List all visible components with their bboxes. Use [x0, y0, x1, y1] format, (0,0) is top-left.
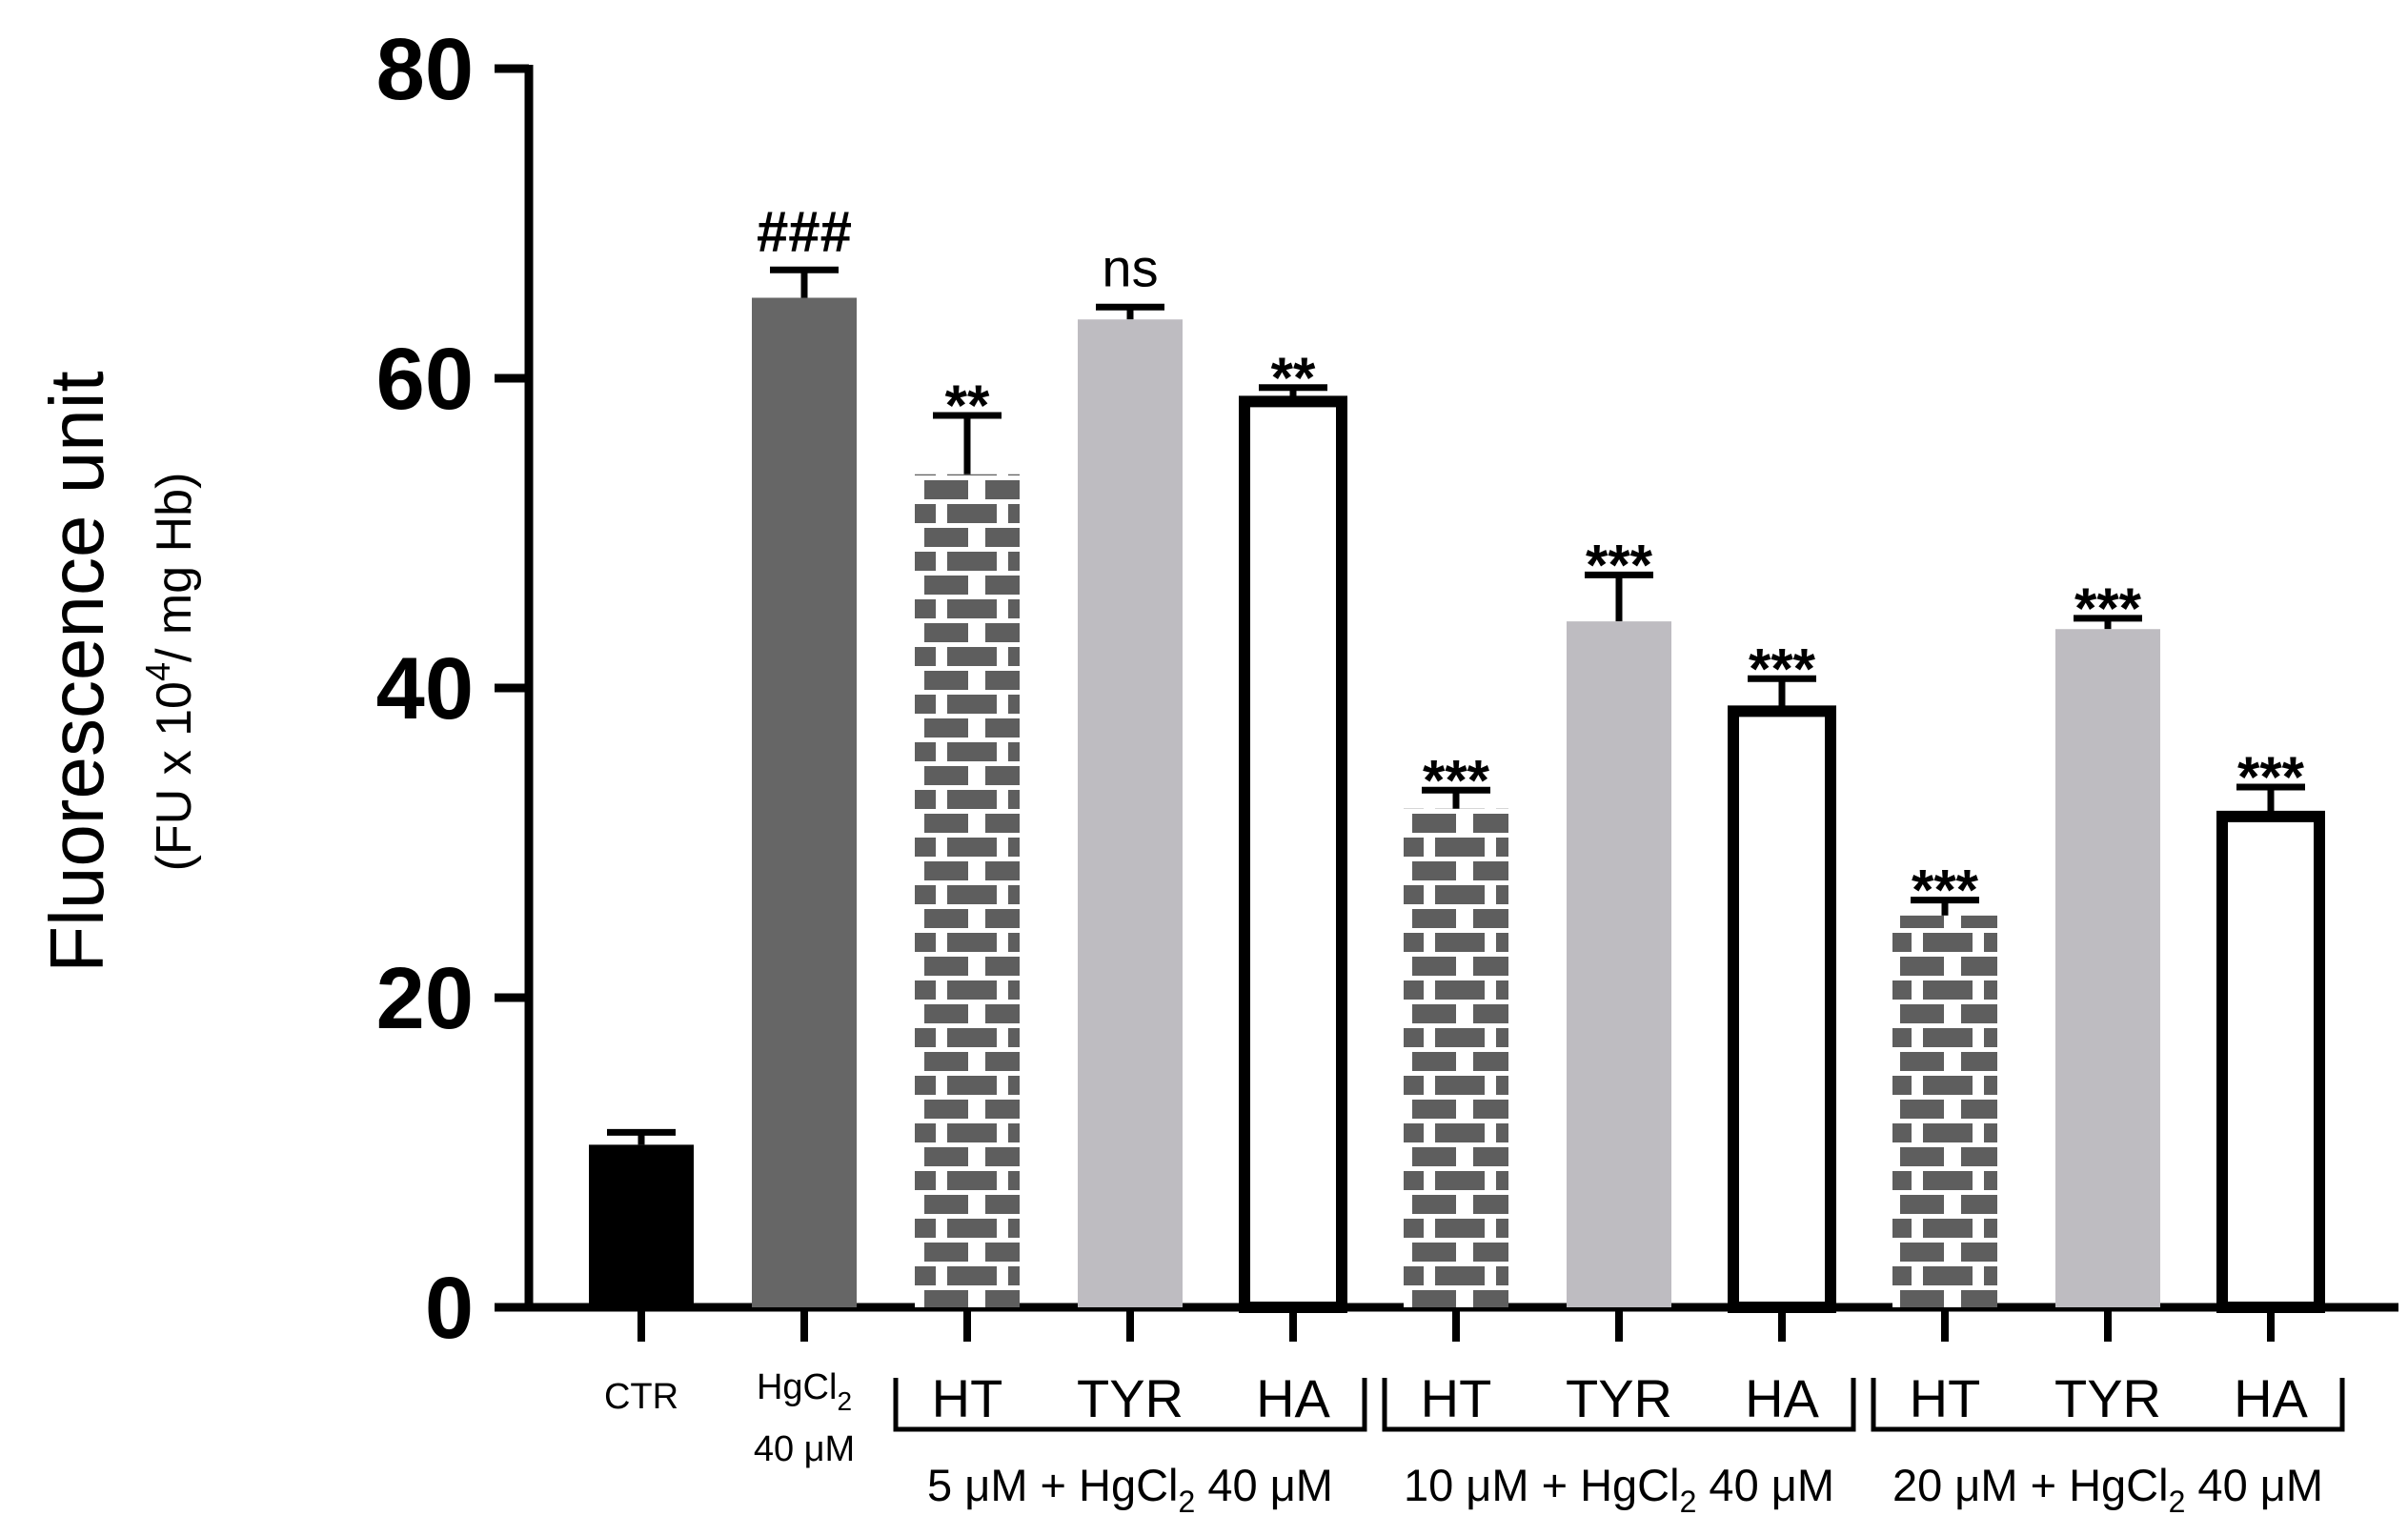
- significance-label: ***: [1749, 637, 1816, 700]
- bar: [1404, 808, 1508, 1307]
- x-category-label: HA: [2234, 1368, 2308, 1428]
- bar: [2216, 810, 2325, 1313]
- group-label-suffix: 40 μM: [1195, 1460, 1333, 1510]
- y-axis: 0 20 40 60 80: [376, 21, 534, 1357]
- bar: [915, 474, 1020, 1307]
- significance-label: **: [945, 374, 990, 437]
- bar: [1239, 395, 1347, 1313]
- y-tick-label: 80: [376, 21, 474, 118]
- group-label-prefix: 5 μM + HgCl: [927, 1460, 1178, 1510]
- group-bracket: [893, 1378, 1367, 1432]
- group-label-subscript: 2: [1179, 1485, 1196, 1519]
- bar: [2055, 629, 2160, 1307]
- significance-label: ***: [1423, 748, 1490, 812]
- bar: [1078, 319, 1183, 1307]
- x-category-label-subscript: 2: [837, 1386, 852, 1416]
- group-label-prefix: 10 μM + HgCl: [1404, 1460, 1680, 1510]
- y-tick-label: 0: [425, 1260, 474, 1357]
- group-label-subscript: 2: [2169, 1485, 2186, 1519]
- significance-label: ns: [1102, 237, 1158, 297]
- y-tick-label: 60: [376, 331, 474, 428]
- group-label-prefix: 20 μM + HgCl: [1892, 1460, 2169, 1510]
- significance-label: ***: [2237, 745, 2305, 809]
- x-category-label-line2: 40 μM: [754, 1429, 855, 1469]
- group-label-suffix: 40 μM: [1696, 1460, 1834, 1510]
- bar: [1728, 705, 1836, 1313]
- bar: [589, 1144, 694, 1307]
- x-category-label: HT: [1910, 1368, 1981, 1428]
- x-axis: [525, 1303, 2398, 1342]
- significance-label: ***: [1586, 533, 1653, 596]
- significance-label: ###: [757, 199, 852, 263]
- significance-label: ***: [1912, 859, 1979, 922]
- x-category-label: TYR: [2054, 1368, 2161, 1428]
- y-axis-label: Fluorescence unit: [34, 371, 119, 972]
- y-tick-label: 20: [376, 950, 474, 1047]
- x-category-label: HT: [932, 1368, 1003, 1428]
- x-category-label: HgCl2: [757, 1367, 852, 1416]
- bars-layer: ###**ns********************: [589, 199, 2325, 1313]
- x-category-label-text: HgCl: [757, 1367, 837, 1407]
- x-category-label: HT: [1421, 1368, 1492, 1428]
- group-label: 10 μM + HgCl2 40 μM: [1404, 1460, 1834, 1519]
- x-category-label: HA: [1745, 1368, 1819, 1428]
- y-axis-sublabel: (FU x 104/ mg Hb): [138, 473, 202, 872]
- group-label-suffix: 40 μM: [2185, 1460, 2323, 1510]
- x-category-label: HA: [1256, 1368, 1330, 1428]
- group-label: 20 μM + HgCl2 40 μM: [1892, 1460, 2323, 1519]
- significance-label: **: [1271, 346, 1316, 410]
- group-label-subscript: 2: [1680, 1485, 1697, 1519]
- group-bracket: [1382, 1378, 1856, 1432]
- category-labels: CTR HgCl2 40 μM HT TYR HA HT TYR HA HT TYR HA: [604, 1367, 2309, 1469]
- bar: [1567, 621, 1671, 1307]
- x-category-label: TYR: [1566, 1368, 1672, 1428]
- y-axis-title: Fluorescence unit (FU x 104/ mg Hb): [34, 371, 202, 972]
- group-labels: 5 μM + HgCl2 40 μM 10 μM + HgCl2 40 μM 20 …: [893, 1378, 2345, 1519]
- group-label: 5 μM + HgCl2 40 μM: [927, 1460, 1333, 1519]
- group-bracket: [1871, 1378, 2345, 1432]
- significance-label: ***: [2074, 576, 2142, 640]
- bar: [752, 297, 857, 1307]
- y-tick-label: 40: [376, 640, 474, 738]
- x-category-label: CTR: [604, 1377, 678, 1417]
- bar: [1892, 915, 1997, 1307]
- x-category-label: TYR: [1077, 1368, 1184, 1428]
